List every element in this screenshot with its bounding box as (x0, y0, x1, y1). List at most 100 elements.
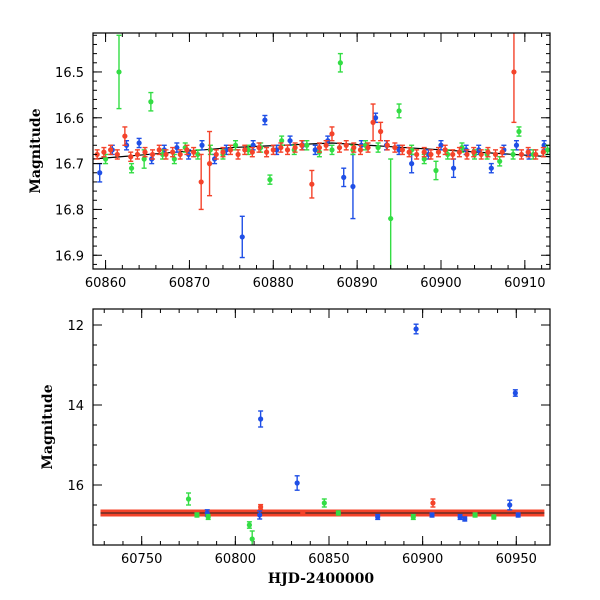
green-data-point (279, 135, 285, 146)
top-panel: 60860 60870 60880 60890 60900 60910 16.5 16.6 16… (28, 32, 551, 291)
bottom-x-tick-label: 60900 (402, 552, 443, 567)
blue-data-point (450, 158, 457, 179)
red-data-point (336, 142, 343, 153)
red-data-point (149, 149, 156, 160)
blue-data-point (350, 153, 356, 220)
top-axis-ticks: 60860 60870 60880 60890 60900 60910 16.5 16.6 16… (55, 33, 550, 291)
green-data-point (329, 144, 335, 156)
red-data-point (292, 142, 298, 153)
red-data-point (485, 146, 491, 158)
green-data-point (102, 153, 109, 165)
bottom-x-tick-label: 60850 (308, 552, 349, 567)
green-data-point (195, 149, 201, 160)
red-data-point (464, 149, 470, 160)
bottom-x-tick-label: 60800 (215, 552, 256, 567)
red-data-point (191, 146, 197, 158)
green-data-point (321, 498, 327, 508)
red-data-point (134, 149, 141, 160)
bottom-panel-frame (92, 308, 551, 546)
blue-data-point (341, 167, 347, 188)
green-data-point (433, 160, 439, 181)
blue-data-point (174, 142, 180, 153)
red-data-point (384, 139, 390, 151)
red-data-point (329, 126, 335, 142)
red-data-point (142, 146, 148, 158)
blue-data-point (515, 512, 521, 518)
red-data-point (156, 144, 162, 156)
green-data-point (337, 52, 343, 73)
red-data-point (540, 146, 546, 158)
green-data-point (335, 510, 341, 516)
bottom-y-tick-label: 14 (67, 399, 84, 414)
red-data-point (101, 146, 107, 158)
blue-data-point (488, 162, 494, 174)
red-data-point (316, 142, 323, 153)
green-data-point (472, 512, 478, 518)
red-data-point (456, 146, 463, 158)
red-data-point (392, 142, 398, 153)
red-data-point (378, 121, 384, 142)
red-data-point (450, 149, 456, 160)
green-data-point (249, 530, 255, 545)
red-data-point (421, 146, 427, 158)
green-data-point (128, 162, 135, 174)
top-y-tick-label: 16.5 (55, 66, 84, 81)
top-y-tick-label: 16.6 (55, 112, 84, 127)
red-data-point (428, 149, 434, 160)
red-data-point (442, 144, 448, 156)
red-data-point (471, 146, 477, 158)
red-data-point (128, 151, 134, 163)
bottom-x-tick-label: 60750 (121, 552, 162, 567)
red-data-point (323, 139, 329, 151)
top-y-tick-label: 16.9 (55, 249, 84, 264)
red-data-point (499, 146, 505, 158)
blue-data-point (462, 516, 468, 522)
top-plot-area (93, 33, 550, 269)
top-x-tick-label: 60860 (85, 276, 126, 291)
bottom-y-axis-label: Magnitude (40, 384, 56, 469)
red-data-point (492, 149, 499, 160)
blue-data-point (287, 135, 293, 146)
blue-data-point (262, 114, 268, 126)
red-data-point (518, 149, 525, 160)
red-data-point (414, 149, 420, 160)
bottom-axis-ticks: 60750 60800 60850 60900 60950 12 14 16 (67, 309, 550, 567)
red-data-point (114, 149, 120, 160)
red-data-point (122, 126, 128, 146)
blue-data-point (136, 137, 142, 149)
red-data-point (357, 144, 364, 156)
top-y-tick-label: 16.7 (55, 158, 84, 173)
blue-data-point (294, 475, 300, 491)
red-data-point (206, 130, 213, 197)
green-data-point (267, 174, 273, 185)
blue-data-point (507, 499, 513, 511)
red-data-point (213, 149, 219, 160)
top-x-tick-label: 60910 (504, 276, 545, 291)
red-data-point (278, 142, 284, 153)
top-x-tick-label: 60880 (253, 276, 294, 291)
green-data-point (388, 158, 394, 269)
red-data-point (478, 149, 484, 160)
top-x-tick-label: 60890 (336, 276, 377, 291)
red-data-point (365, 142, 371, 153)
red-data-point (406, 146, 412, 158)
green-data-point (194, 512, 200, 518)
green-data-point (205, 513, 211, 521)
green-data-point (497, 156, 503, 167)
blue-data-point (413, 323, 419, 335)
green-data-point (246, 521, 252, 529)
bottom-plot-area (100, 323, 545, 545)
red-data-point (170, 146, 176, 158)
top-panel-frame (92, 32, 551, 270)
blue-data-point (512, 389, 518, 397)
green-data-point (491, 514, 497, 520)
top-x-tick-label: 60900 (420, 276, 461, 291)
red-data-point (370, 103, 376, 142)
green-data-point (410, 513, 416, 521)
green-data-point (185, 492, 192, 506)
blue-data-point (258, 410, 264, 428)
blue-data-point (429, 512, 435, 518)
red-data-point (108, 144, 114, 156)
red-data-point (533, 149, 539, 160)
